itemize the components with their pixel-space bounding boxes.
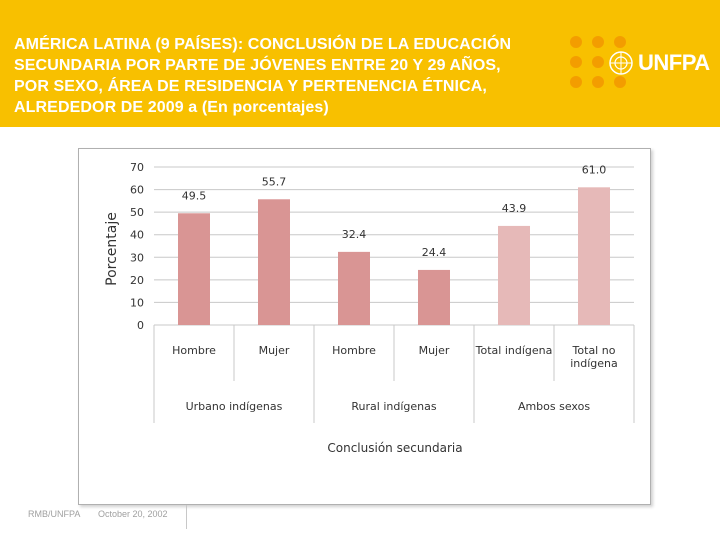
x-axis-label: Conclusión secundaria (327, 441, 462, 455)
x-category-label: Hombre (172, 344, 216, 357)
bar-value-label: 49.5 (182, 189, 207, 202)
x-group-label: Rural indígenas (351, 400, 436, 413)
x-category-label: Total no (572, 344, 616, 357)
x-group-labels: Urbano indígenas Rural indígenas Ambos sex… (186, 400, 591, 413)
x-category-label: Hombre (332, 344, 376, 357)
x-category-label: indígena (570, 357, 618, 370)
bar (578, 187, 610, 325)
bar-value-label: 61.0 (582, 163, 607, 176)
y-tick-label: 10 (130, 296, 144, 309)
chart-frame: 0 10 20 30 40 50 60 70 49.5 55.7 32.4 24.4 43.9 61.0… (78, 148, 651, 505)
y-tick-label: 20 (130, 274, 144, 287)
bar-value-label: 43.9 (502, 202, 527, 215)
x-group-label: Urbano indígenas (186, 400, 283, 413)
bar (258, 199, 290, 325)
bars (178, 187, 610, 325)
y-axis-ticks: 0 10 20 30 40 50 60 70 (130, 161, 144, 332)
x-category-label: Mujer (419, 344, 450, 357)
bar-value-label: 55.7 (262, 175, 287, 188)
footer-date: October 20, 2002 (98, 509, 168, 519)
logo-text: UNFPA (638, 50, 710, 75)
footer-divider (186, 505, 187, 529)
x-category-label: Mujer (259, 344, 290, 357)
x-category-label: Total indígena (475, 344, 553, 357)
bar-chart: 0 10 20 30 40 50 60 70 49.5 55.7 32.4 24.4 43.9 61.0… (104, 161, 635, 455)
y-tick-label: 70 (130, 161, 144, 174)
grid (153, 166, 635, 423)
bar (498, 225, 530, 325)
x-category-labels: Hombre Mujer Hombre Mujer Total indígena Tota… (172, 344, 618, 370)
footer-org: RMB/UNFPA (28, 509, 81, 519)
x-group-label: Ambos sexos (518, 400, 590, 413)
bar (178, 213, 210, 325)
logo-dots-decoration (570, 36, 634, 92)
y-axis-label: Porcentaje (104, 212, 120, 286)
bar (338, 251, 370, 325)
y-tick-label: 60 (130, 184, 144, 197)
bar-value-label: 32.4 (342, 228, 367, 241)
unfpa-logo: UNFPA (608, 48, 710, 78)
y-tick-label: 0 (137, 319, 144, 332)
title-banner: AMÉRICA LATINA (9 PAÍSES): CONCLUSIÓN DE… (0, 0, 720, 127)
y-tick-label: 30 (130, 251, 144, 264)
bar-value-label: 24.4 (422, 246, 447, 259)
slide-title: AMÉRICA LATINA (9 PAÍSES): CONCLUSIÓN DE… (14, 36, 512, 116)
y-tick-label: 50 (130, 206, 144, 219)
value-labels: 49.5 55.7 32.4 24.4 43.9 61.0 (182, 163, 607, 259)
un-emblem-icon (609, 51, 633, 75)
y-tick-label: 40 (130, 229, 144, 242)
bar (418, 269, 450, 325)
